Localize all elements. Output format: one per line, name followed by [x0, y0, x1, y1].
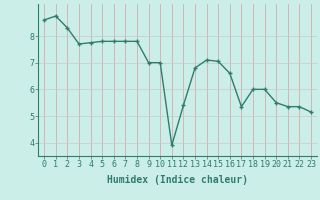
X-axis label: Humidex (Indice chaleur): Humidex (Indice chaleur)	[107, 175, 248, 185]
